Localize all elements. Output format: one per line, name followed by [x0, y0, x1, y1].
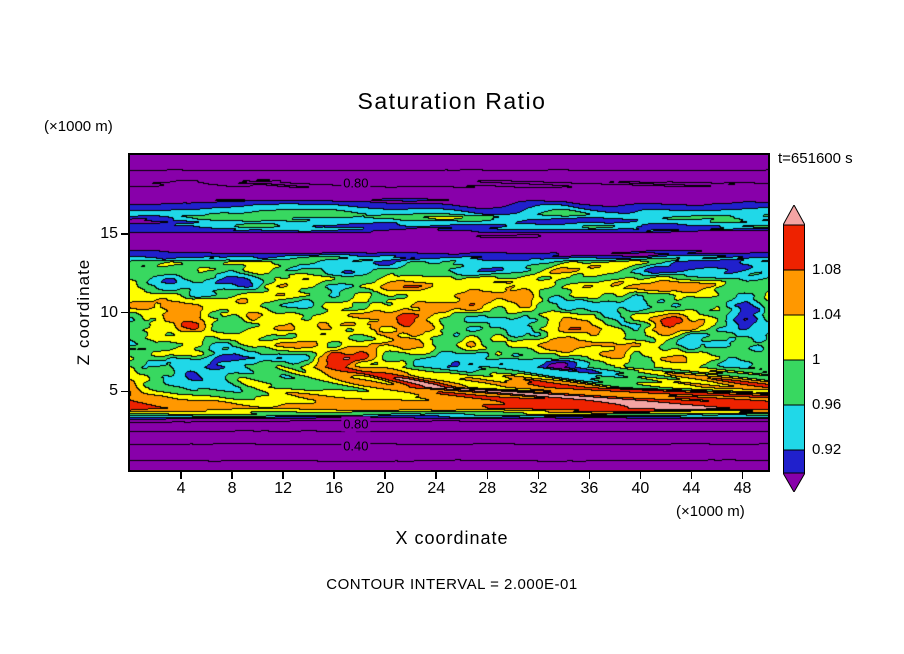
x-tick-label: 40	[631, 480, 650, 497]
colorbar-tick-label: 1	[812, 351, 821, 368]
x-tick	[333, 472, 335, 479]
x-tick-label: 48	[733, 480, 752, 497]
contour-line-label: 0.40	[341, 438, 371, 454]
y-tick	[121, 390, 128, 392]
figure-title: Saturation Ratio	[357, 88, 547, 114]
x-tick-label: 4	[176, 480, 186, 497]
x-tick	[588, 472, 591, 479]
y-tick	[121, 311, 128, 314]
colorbar-segment	[783, 359, 805, 406]
colorbar-tick-label: 0.92	[812, 441, 842, 458]
colorbar-arrow-top	[783, 205, 805, 226]
x-tick	[639, 472, 642, 479]
x-tick-label: 20	[376, 480, 395, 497]
x-tick-label: 44	[682, 480, 701, 497]
x-tick	[486, 472, 489, 479]
contour-line-label: 0.80	[341, 416, 371, 432]
x-axis-title: X coordinate	[395, 528, 509, 548]
x-tick	[384, 472, 386, 479]
colorbar	[783, 205, 805, 492]
x-tick	[231, 472, 233, 479]
x-tick-label: 16	[325, 480, 344, 497]
colorbar-tick-label: 1.08	[812, 261, 842, 278]
colorbar-segment	[783, 449, 805, 474]
z-axis-units-label: (×1000 m)	[44, 118, 113, 135]
colorbar-segment	[783, 269, 805, 316]
colorbar-tick-label: 0.96	[812, 396, 842, 413]
x-tick-label: 8	[227, 480, 237, 497]
colorbar-arrow-bottom	[783, 472, 805, 492]
y-tick	[121, 233, 128, 235]
x-tick	[537, 472, 540, 479]
contour-field-canvas	[130, 155, 768, 470]
time-annotation: t=651600 s	[778, 150, 853, 167]
colorbar-tick-label: 1.04	[812, 306, 842, 323]
x-tick	[282, 472, 284, 479]
colorbar-segment	[783, 314, 805, 361]
x-axis-units-label: (×1000 m)	[676, 503, 745, 520]
y-tick-label: 10	[100, 303, 118, 321]
contour-interval-note: CONTOUR INTERVAL = 2.000E-01	[326, 576, 578, 593]
x-tick	[690, 472, 693, 479]
y-tick-label: 5	[109, 382, 118, 400]
x-tick-label: 32	[529, 480, 548, 497]
x-tick	[741, 472, 744, 479]
x-tick-label: 28	[478, 480, 497, 497]
x-tick	[435, 472, 437, 479]
y-tick-label: 15	[100, 224, 118, 242]
x-tick	[180, 472, 182, 479]
colorbar-segment	[783, 224, 805, 271]
x-tick-label: 36	[580, 480, 599, 497]
x-tick-label: 12	[274, 480, 293, 497]
colorbar-segment	[783, 404, 805, 451]
x-tick-label: 24	[427, 480, 446, 497]
contour-line-label: 0.80	[341, 175, 371, 191]
